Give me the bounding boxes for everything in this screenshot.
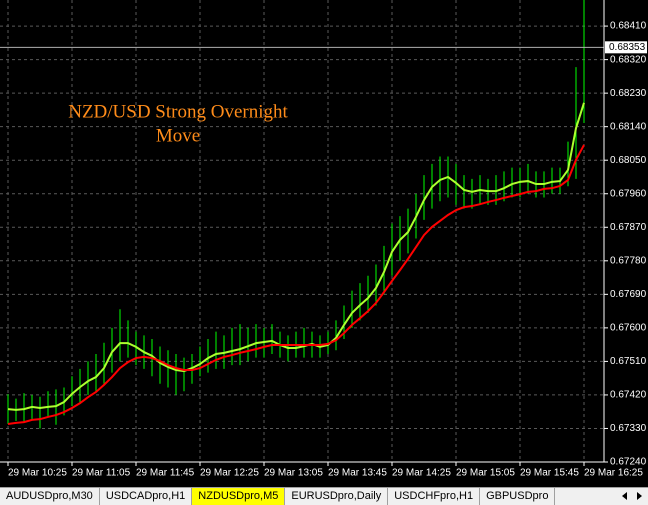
tab[interactable]: GBPUSDpro — [480, 488, 556, 505]
x-tick-label: 29 Mar 16:25 — [584, 468, 643, 479]
x-tick-label: 29 Mar 13:45 — [328, 468, 387, 479]
y-tick-label: 0.68140 — [610, 121, 647, 132]
tab[interactable]: EURUSDpro,Daily — [285, 488, 389, 505]
moving-average — [7, 144, 585, 425]
y-tick-label: 0.67240 — [610, 457, 647, 468]
tab[interactable]: USDCHFpro,H1 — [388, 488, 481, 505]
y-tick-label: 0.68410 — [610, 21, 647, 32]
chart: NZD/USD Strong Overnight Move 0.67240 0.6… — [0, 0, 648, 487]
scroll-left[interactable] — [622, 492, 627, 500]
tab[interactable]: AUDUSDpro,M30 — [0, 488, 100, 505]
x-tick-label: 29 Mar 11:05 — [72, 468, 131, 479]
current-price-box — [605, 41, 647, 54]
tab-scroll[interactable] — [622, 491, 644, 501]
tab[interactable]: USDCADpro,H1 — [100, 488, 193, 505]
x-tick-label: 29 Mar 14:25 — [392, 468, 451, 479]
annotation: NZD/USD Strong Overnight — [68, 101, 288, 122]
y-tick-label: 0.68230 — [610, 88, 647, 99]
annotation: Move — [156, 125, 200, 146]
y-tick-label: 0.67780 — [610, 255, 647, 266]
x-tick-label: 29 Mar 15:45 — [520, 468, 579, 479]
x-tick-label: 29 Mar 11:45 — [136, 468, 195, 479]
moving-average — [7, 102, 585, 411]
y-tick-label: 0.67420 — [610, 390, 647, 401]
y-tick-label: 0.68050 — [610, 155, 647, 166]
y-tick-label: 0.67510 — [610, 356, 647, 367]
x-tick-label: 29 Mar 12:25 — [200, 468, 259, 479]
y-tick-label: 0.67600 — [610, 323, 647, 334]
y-tick-label: 0.67870 — [610, 222, 647, 233]
background — [0, 0, 648, 487]
x-tick-label: 29 Mar 15:05 — [456, 468, 515, 479]
scroll-right[interactable] — [637, 492, 642, 500]
x-tick-label: 29 Mar 10:25 — [8, 468, 67, 479]
current-price-label: 0.68353 — [609, 42, 646, 53]
plot-area — [0, 0, 604, 429]
y-tick-label: 0.67960 — [610, 188, 647, 199]
y-tick-label: 0.68320 — [610, 54, 647, 65]
tab[interactable]: NZDUSDpro,M5 — [192, 488, 286, 505]
tab-bar: AUDUSDpro,M30 USDCADpro,H1 NZDUSDpro,M5 EUR… — [0, 487, 648, 505]
y-tick-label: 0.67330 — [610, 423, 647, 434]
x-tick-label: 29 Mar 13:05 — [264, 468, 323, 479]
y-tick-label: 0.67690 — [610, 289, 647, 300]
